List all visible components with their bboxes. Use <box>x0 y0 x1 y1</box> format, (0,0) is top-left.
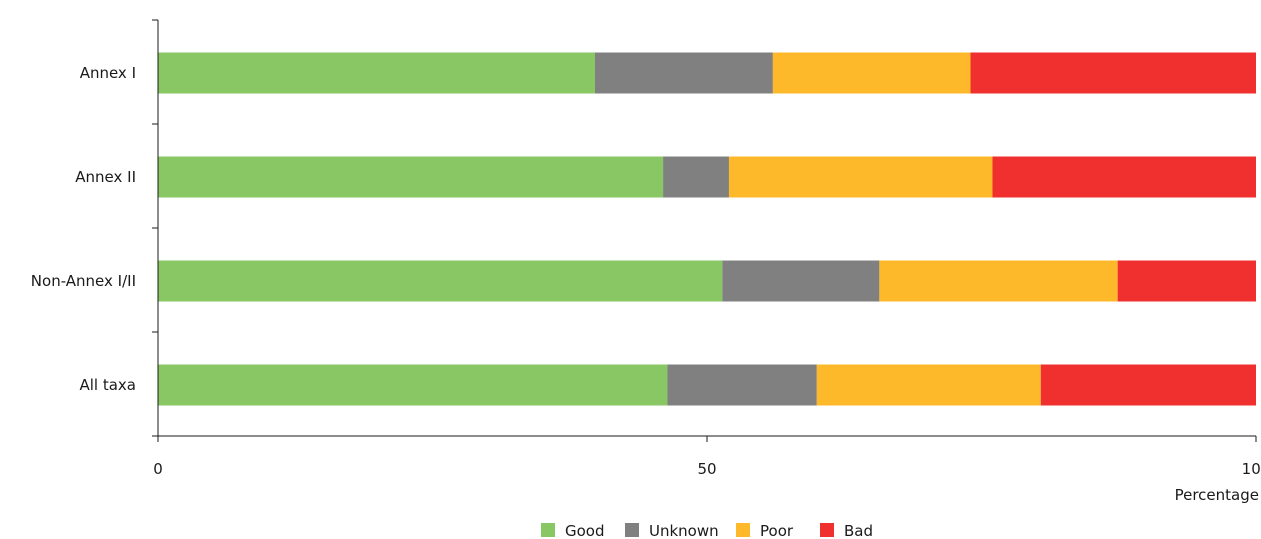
bar-segment-unknown <box>722 260 880 302</box>
legend: Good Unknown Poor Bad <box>541 522 873 539</box>
legend-swatch <box>541 523 555 537</box>
legend-swatch <box>820 523 834 537</box>
bar-segment-unknown <box>663 156 729 198</box>
legend-label: Bad <box>844 522 873 539</box>
bar-segment-bad <box>970 52 1256 94</box>
legend-item-bad: Bad <box>820 522 873 539</box>
ticks-layer: Annex I Annex II Non-Annex I/II All taxa 0 50… <box>31 19 1261 478</box>
bar-segment-poor <box>772 52 971 94</box>
bar-segment-bad <box>1117 260 1256 302</box>
bars-layer <box>158 52 1256 406</box>
bar-segment-poor <box>816 364 1041 406</box>
legend-label: Poor <box>760 522 794 539</box>
x-tick-label: 100 <box>1242 460 1261 478</box>
x-tick-label: 50 <box>697 460 716 478</box>
category-label: Annex II <box>75 168 136 186</box>
bar-segment-good <box>158 364 668 406</box>
bar-segment-good <box>158 156 664 198</box>
legend-swatch <box>625 523 639 537</box>
legend-label: Good <box>565 522 605 539</box>
x-tick-label: 0 <box>153 460 163 478</box>
category-label: Annex I <box>80 64 136 82</box>
legend-swatch <box>736 523 750 537</box>
x-axis-label: Percentage <box>1175 486 1259 504</box>
bar-segment-poor <box>728 156 993 198</box>
category-label: All taxa <box>79 376 136 394</box>
bar-segment-bad <box>1040 364 1256 406</box>
bar-segment-bad <box>992 156 1256 198</box>
category-label: Non-Annex I/II <box>31 272 136 290</box>
legend-item-unknown: Unknown <box>625 522 719 539</box>
bar-segment-poor <box>879 260 1118 302</box>
bar-segment-unknown <box>595 52 773 94</box>
bar-segment-good <box>158 52 596 94</box>
bar-segment-unknown <box>667 364 817 406</box>
legend-item-poor: Poor <box>736 522 794 539</box>
bar-segment-good <box>158 260 723 302</box>
legend-label: Unknown <box>649 522 719 539</box>
legend-item-good: Good <box>541 522 605 539</box>
